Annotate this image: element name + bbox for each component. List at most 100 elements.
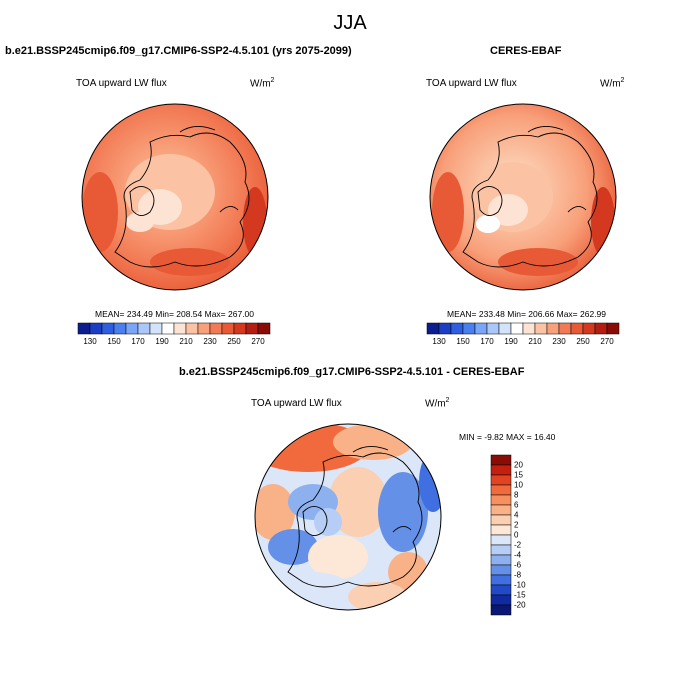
colorbar-swatch [474, 322, 488, 335]
season-title: JJA [333, 12, 367, 34]
colorbar-swatch [462, 322, 476, 335]
panel-title-model: b.e21.BSSP245cmip6.f09_g17.CMIP6-SSP2-4.… [5, 45, 352, 57]
colorbar-tick-label: -6 [514, 560, 522, 570]
colorbar-swatch [221, 322, 235, 335]
polar-map-diff [254, 423, 442, 611]
colorbar-tick-label: 230 [552, 337, 566, 346]
colorbar-swatch [233, 322, 247, 335]
panel-title-obs: CERES-EBAF [490, 45, 562, 57]
colorbar-tick-label: -2 [514, 540, 522, 550]
colorbar-swatch [582, 322, 596, 335]
colorbar-swatch [490, 524, 512, 536]
colorbar-tick-label: 10 [514, 480, 523, 490]
colorbar-swatch [149, 322, 163, 335]
colorbar-swatch [490, 484, 512, 496]
colorbar-swatch [490, 554, 512, 566]
panel-variable-model: TOA upward LW flux [76, 78, 167, 89]
colorbar-tick-label: 8 [514, 490, 519, 500]
colorbar-swatch [490, 504, 512, 516]
colorbar-swatch [570, 322, 584, 335]
colorbar-swatch [490, 574, 512, 586]
panel-units-obs: W/m2 [600, 77, 625, 90]
colorbar-labels-diff: 20 15 10 8 6 4 2 0 -2 -4 -6 -8 -10 -15 -20 [514, 455, 544, 615]
colorbar-swatch [606, 322, 620, 335]
colorbar-swatch [510, 322, 524, 335]
colorbar-tick-label: -15 [514, 590, 526, 600]
colorbar-swatch [490, 464, 512, 476]
colorbar-swatch [534, 322, 548, 335]
colorbar-tick-label: 170 [480, 337, 494, 346]
colorbar-tick-label: 250 [576, 337, 590, 346]
colorbar-swatch [113, 322, 127, 335]
colorbar-tick-label: 250 [227, 337, 241, 346]
colorbar-swatch [490, 454, 512, 466]
colorbar-swatch [498, 322, 512, 335]
colorbar-swatch [125, 322, 139, 335]
colorbar-tick-label: -20 [514, 600, 526, 610]
colorbar-swatch [558, 322, 572, 335]
colorbar-tick-label: 2 [514, 520, 519, 530]
colorbar-tick-label: -10 [514, 580, 526, 590]
colorbar-tick-label: 0 [514, 530, 519, 540]
panel-units-model: W/m2 [250, 77, 275, 90]
panel-variable-obs: TOA upward LW flux [426, 78, 517, 89]
polar-map-model [81, 103, 269, 291]
colorbar-swatch [490, 534, 512, 546]
colorbar-model [77, 322, 271, 335]
colorbar-swatch [89, 322, 103, 335]
panel-stats-model: MEAN= 234.49 Min= 208.54 Max= 267.00 [95, 309, 255, 319]
colorbar-tick-label: -4 [514, 550, 522, 560]
colorbar-swatch [209, 322, 223, 335]
colorbar-swatch [490, 514, 512, 526]
colorbar-tick-label: 150 [456, 337, 470, 346]
colorbar-diff [490, 454, 512, 616]
colorbar-swatch [486, 322, 500, 335]
colorbar-tick-label: 270 [600, 337, 614, 346]
panel-stats-obs: MEAN= 233.48 Min= 206.66 Max= 262.99 [447, 309, 607, 319]
colorbar-swatch [522, 322, 536, 335]
colorbar-swatch [77, 322, 91, 335]
colorbar-tick-label: 210 [179, 337, 193, 346]
colorbar-swatch [161, 322, 175, 335]
colorbar-tick-label: 6 [514, 500, 519, 510]
colorbar-tick-label: -8 [514, 570, 522, 580]
colorbar-swatch [197, 322, 211, 335]
colorbar-swatch [546, 322, 560, 335]
colorbar-swatch [450, 322, 464, 335]
diff-units: W/m2 [425, 397, 450, 410]
colorbar-tick-label: 130 [432, 337, 446, 346]
colorbar-swatch [490, 564, 512, 576]
colorbar-swatch [490, 474, 512, 486]
colorbar-tick-label: 20 [514, 460, 523, 470]
colorbar-tick-label: 15 [514, 470, 523, 480]
colorbar-swatch [594, 322, 608, 335]
colorbar-swatch [490, 604, 512, 616]
colorbar-swatch [185, 322, 199, 335]
colorbar-tick-label: 270 [251, 337, 265, 346]
diff-stats: MIN = -9.82 MAX = 16.40 [459, 432, 556, 442]
colorbar-tick-label: 190 [155, 337, 169, 346]
colorbar-swatch [490, 494, 512, 506]
colorbar-swatch [426, 322, 440, 335]
colorbar-swatch [257, 322, 271, 335]
colorbar-labels-model: 130 150 170 190 210 230 250 270 [78, 337, 270, 347]
colorbar-tick-label: 230 [203, 337, 217, 346]
colorbar-swatch [490, 584, 512, 596]
colorbar-swatch [101, 322, 115, 335]
colorbar-swatch [438, 322, 452, 335]
colorbar-tick-label: 210 [528, 337, 542, 346]
colorbar-swatch [245, 322, 259, 335]
diff-title: b.e21.BSSP245cmip6.f09_g17.CMIP6-SSP2-4.… [179, 366, 525, 378]
colorbar-tick-label: 190 [504, 337, 518, 346]
colorbar-swatch [137, 322, 151, 335]
colorbar-swatch [490, 544, 512, 556]
colorbar-swatch [490, 594, 512, 606]
colorbar-swatch [173, 322, 187, 335]
colorbar-labels-obs: 130 150 170 190 210 230 250 270 [427, 337, 619, 347]
diff-variable: TOA upward LW flux [251, 398, 342, 409]
colorbar-tick-label: 170 [131, 337, 145, 346]
colorbar-obs [426, 322, 620, 335]
colorbar-tick-label: 150 [107, 337, 121, 346]
colorbar-tick-label: 4 [514, 510, 519, 520]
polar-map-obs [429, 103, 617, 291]
